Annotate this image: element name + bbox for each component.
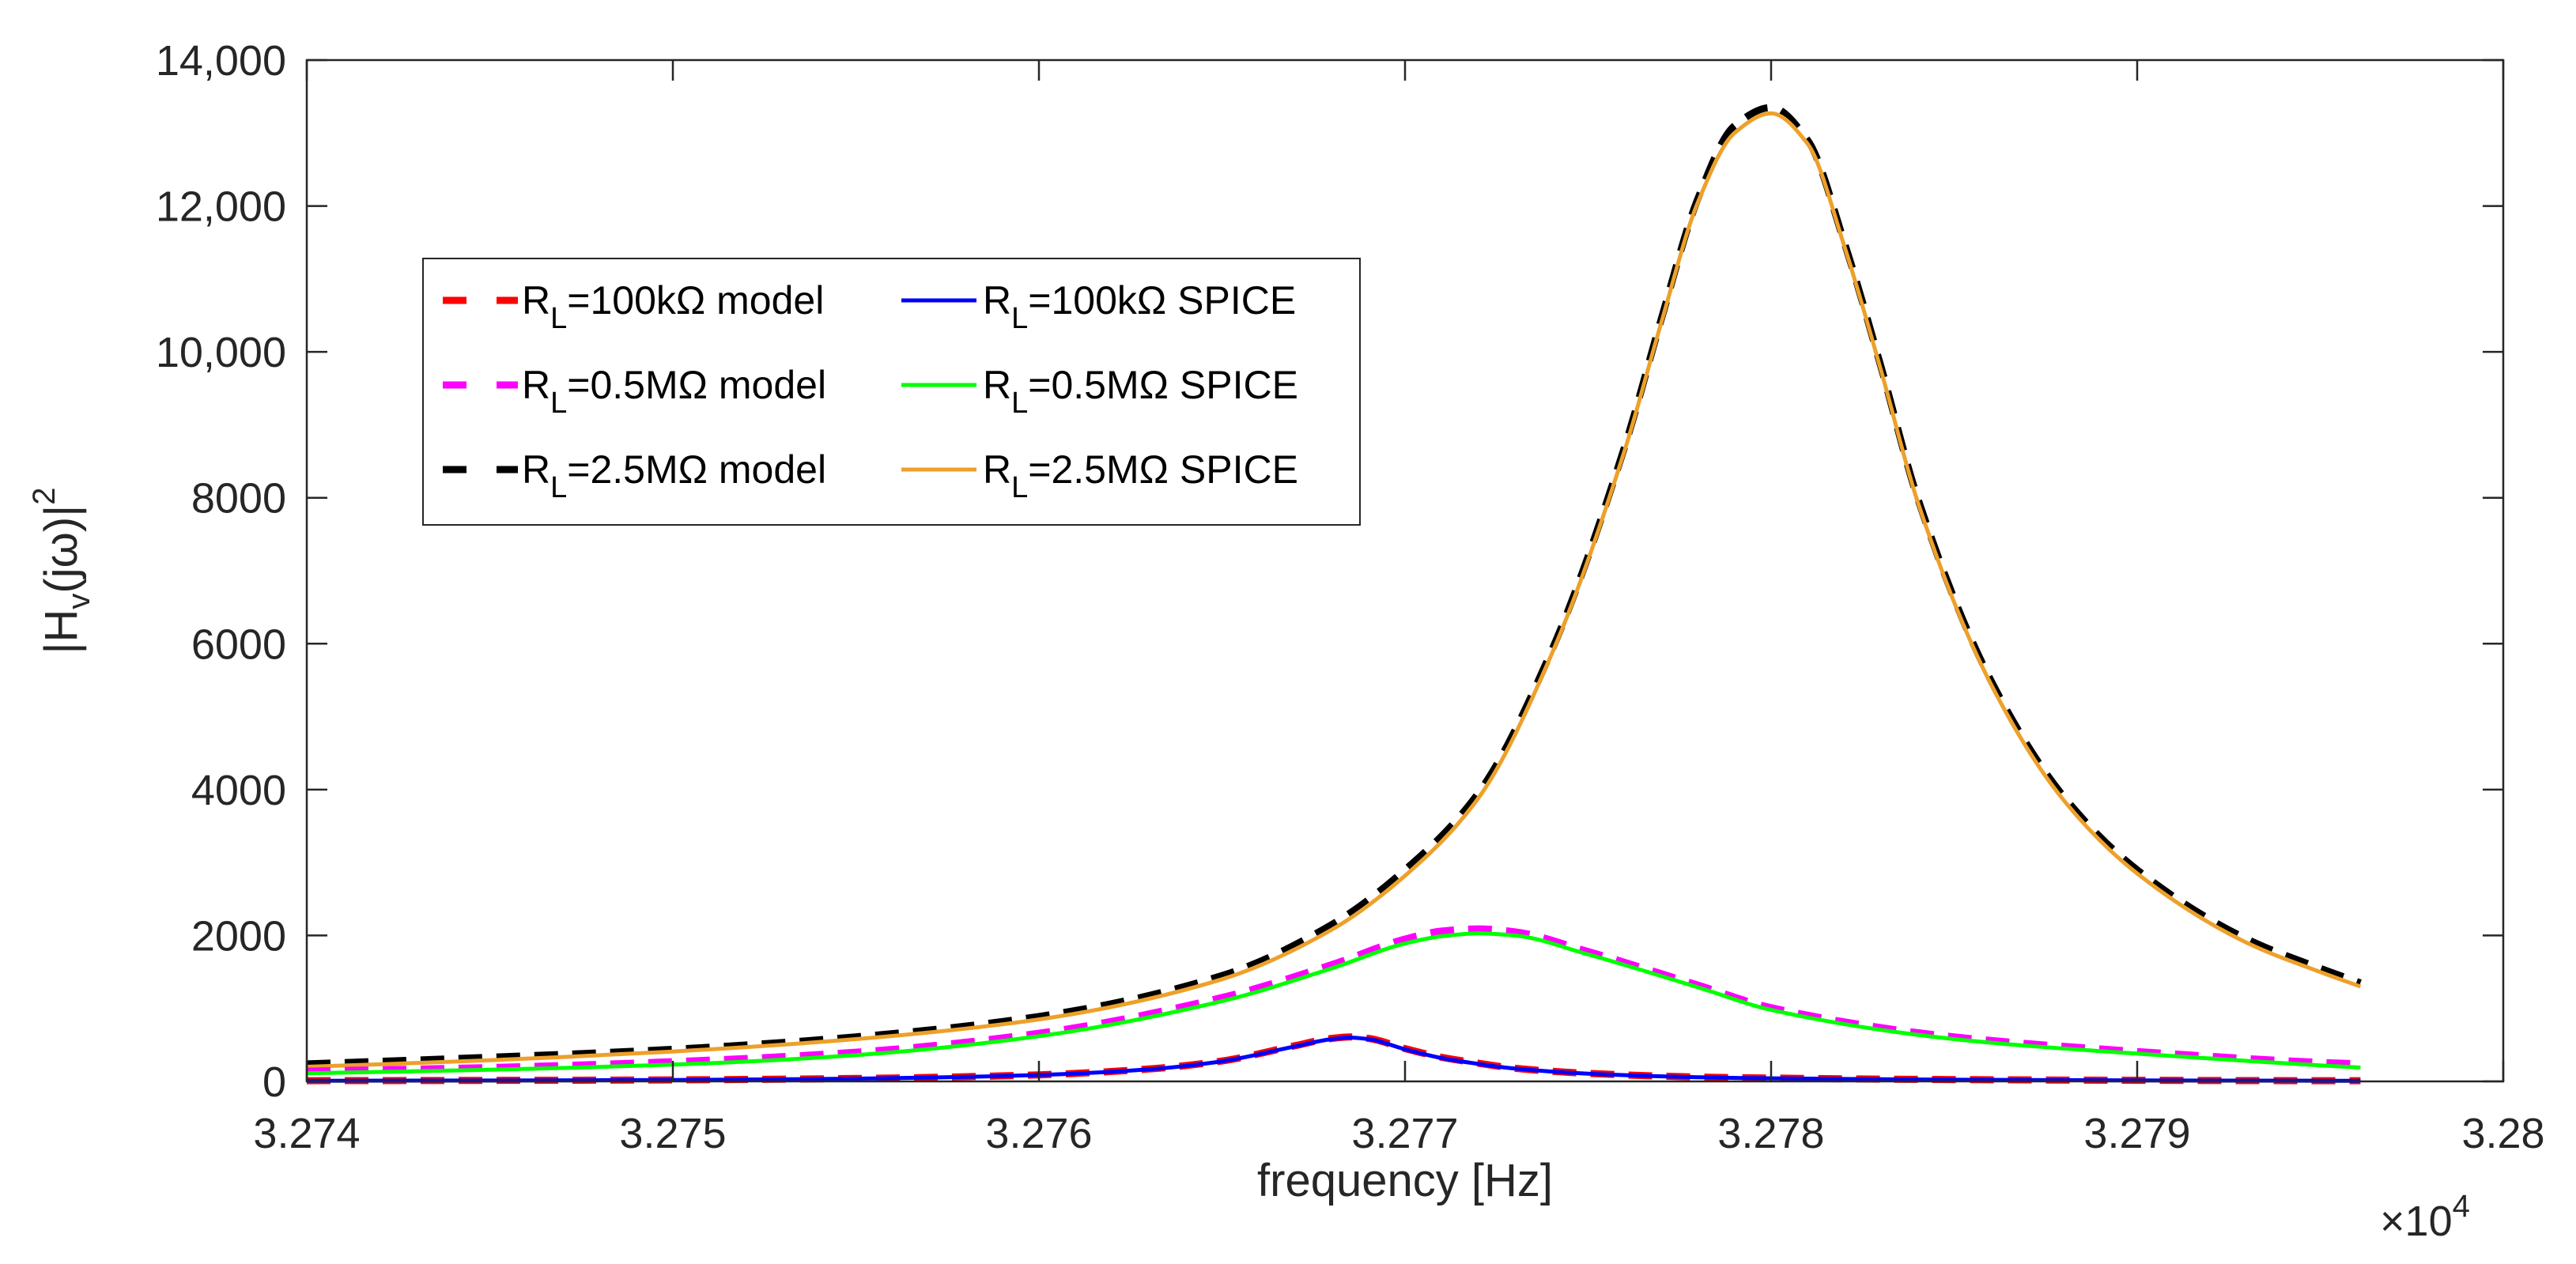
legend-label-5: RL=2.5MΩ SPICE xyxy=(983,447,1298,504)
legend-label-sub: L xyxy=(550,302,567,335)
legend-label-base: R xyxy=(522,363,550,407)
legend-label-base: R xyxy=(983,363,1011,407)
legend-label-3: RL=0.5MΩ SPICE xyxy=(983,363,1298,420)
x-axis-exponent-power: 4 xyxy=(2453,1189,2470,1224)
legend-label-rest: =100kΩ SPICE xyxy=(1028,278,1296,323)
y-tick-label: 4000 xyxy=(191,767,286,814)
y-tick-label: 0 xyxy=(263,1058,286,1106)
legend-label-sub: L xyxy=(1011,387,1028,420)
y-axis-label-sup: 2 xyxy=(27,487,62,504)
legend-label-1: RL=100kΩ SPICE xyxy=(983,278,1296,335)
legend-label-sub: L xyxy=(550,471,567,504)
legend-label-sub: L xyxy=(1011,302,1028,335)
x-tick-label: 3.274 xyxy=(253,1110,360,1157)
y-axis-label: |Hv(jω)|2 xyxy=(27,487,96,654)
legend-label-0: RL=100kΩ model xyxy=(522,278,824,335)
series-line-1 xyxy=(306,1036,2361,1083)
legend-label-base: R xyxy=(522,447,550,492)
legend-label-rest: =2.5MΩ model xyxy=(567,447,826,492)
y-axis-label-base: |H xyxy=(36,609,87,655)
legend-label-sub: L xyxy=(1011,471,1028,504)
x-tick-label: 3.28 xyxy=(2461,1110,2544,1157)
series-line-5 xyxy=(306,111,2362,1069)
axes-layer xyxy=(305,58,2505,1083)
y-tick-label: 2000 xyxy=(191,912,286,960)
legend-label-sub: L xyxy=(550,387,567,420)
legend-box xyxy=(422,258,1361,526)
x-tick-label: 3.275 xyxy=(619,1110,726,1157)
series-layer xyxy=(306,104,2362,1085)
legend-label-rest: =2.5MΩ SPICE xyxy=(1028,447,1298,492)
y-tick-label: 10,000 xyxy=(156,329,286,376)
legend-label-2: RL=0.5MΩ model xyxy=(522,363,826,420)
legend-label-rest: =100kΩ model xyxy=(567,278,824,323)
legend-label-base: R xyxy=(983,447,1011,492)
labels-layer: 3.274 3.275 3.276 3.277 3.278 3.279 3.28 0 2000 4… xyxy=(156,37,2545,1157)
y-tick-label: 6000 xyxy=(191,621,286,668)
x-axis-exponent: ×104 xyxy=(2380,1189,2470,1245)
x-axis-label: frequency [Hz] xyxy=(1257,1155,1553,1206)
y-tick-label: 14,000 xyxy=(156,37,286,85)
y-axis-label-middle: (jω)| xyxy=(36,505,87,594)
y-tick-label: 8000 xyxy=(191,475,286,523)
legend-label-base: R xyxy=(983,278,1011,323)
x-axis-exponent-prefix: ×10 xyxy=(2380,1198,2453,1245)
y-axis-label-sub: v xyxy=(62,594,96,609)
x-tick-label: 3.276 xyxy=(985,1110,1092,1157)
legend-label-rest: =0.5MΩ model xyxy=(567,363,826,407)
series-line-3 xyxy=(306,931,2361,1076)
series-line-2 xyxy=(306,925,2361,1075)
x-tick-label: 3.278 xyxy=(1717,1110,1824,1157)
series-line-4 xyxy=(306,104,2362,1068)
x-tick-label: 3.277 xyxy=(1351,1110,1458,1157)
y-tick-label: 12,000 xyxy=(156,183,286,231)
plot-area xyxy=(307,60,2503,1081)
x-tick-label: 3.279 xyxy=(2083,1110,2190,1157)
legend-label-rest: =0.5MΩ SPICE xyxy=(1028,363,1298,407)
legend-label-4: RL=2.5MΩ model xyxy=(522,447,826,504)
legend-label-base: R xyxy=(522,278,550,323)
